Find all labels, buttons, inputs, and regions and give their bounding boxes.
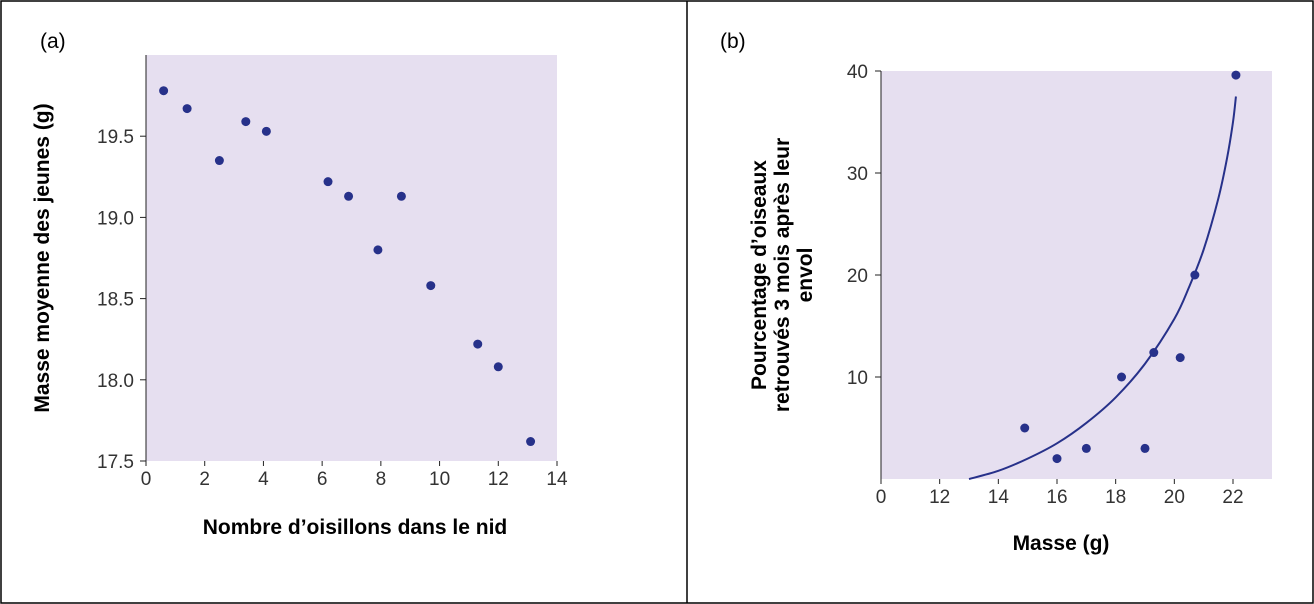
y-tick-label: 17.5	[97, 452, 134, 473]
y-tick-label: 19.0	[97, 208, 134, 229]
data-point	[1231, 70, 1241, 80]
data-point	[1020, 423, 1030, 433]
data-point	[373, 245, 383, 255]
data-point	[1081, 443, 1091, 453]
x-tick-label: 10	[429, 469, 450, 490]
x-tick-label: 14	[546, 469, 568, 490]
x-tick-label: 2	[199, 469, 210, 490]
data-point	[526, 437, 536, 447]
panel-label-b: (b)	[720, 30, 746, 53]
x-tick-label: 0	[141, 469, 152, 490]
y-ticks-a: 17.5 18.0 18.5 19.0 19.5	[97, 127, 146, 473]
x-ticks-a: 0 2 4 6 8 10 12 14	[141, 461, 568, 490]
data-point	[241, 117, 251, 127]
x-tick-label: 6	[317, 469, 328, 490]
data-point	[396, 191, 406, 201]
chart-a: (a) 0 2 4 6 8 10 12 14 17.5 18.0 18.5 19.0 19.5 Nom…	[31, 30, 568, 539]
x-tick-label: 18	[1105, 487, 1126, 508]
x-tick-label: 12	[488, 469, 509, 490]
y-tick-label: 18.5	[97, 290, 134, 311]
panel-label-a: (a)	[40, 30, 66, 53]
x-axis-title-a: Nombre d’oisillons dans le nid	[203, 516, 508, 539]
y-axis-title-b-line-2: retrouvés 3 mois après leur	[771, 138, 794, 412]
data-point	[1140, 443, 1150, 453]
y-axis-title-a: Masse moyenne des jeunes (g)	[31, 103, 54, 412]
y-tick-label: 30	[847, 164, 868, 185]
y-tick-label: 20	[847, 266, 868, 287]
y-ticks-b: 10 20 30 40	[847, 62, 881, 389]
data-point	[261, 126, 271, 136]
data-point	[493, 362, 503, 372]
x-tick-label: 22	[1222, 487, 1243, 508]
data-point	[214, 156, 224, 166]
y-tick-label: 40	[847, 62, 868, 83]
data-point	[1175, 353, 1185, 363]
y-axis-title-b-line-3: envol	[794, 248, 817, 303]
data-point	[344, 191, 354, 201]
x-tick-label: 12	[929, 487, 950, 508]
x-ticks-b: 0 12 14 16 18 20 22	[876, 479, 1244, 508]
data-point	[323, 177, 333, 187]
x-tick-label: 16	[1046, 487, 1067, 508]
x-axis-title-b: Masse (g)	[1013, 532, 1110, 555]
x-tick-label: 14	[988, 487, 1010, 508]
data-point	[1052, 454, 1062, 464]
points-a	[159, 86, 536, 447]
x-tick-label: 4	[258, 469, 269, 490]
data-point	[1190, 270, 1200, 280]
points-b	[1020, 70, 1241, 464]
data-point	[473, 339, 483, 349]
fit-curve-b	[968, 96, 1237, 480]
data-point	[426, 281, 436, 291]
y-tick-label: 18.0	[97, 371, 134, 392]
chart-b: (b) 0 12 14 16 18 20 22 10 20 30 40 Masse (g) Pou…	[720, 30, 1272, 555]
x-tick-label: 8	[376, 469, 387, 490]
data-point	[159, 86, 169, 96]
plot-area-a	[146, 55, 557, 461]
y-tick-label: 19.5	[97, 127, 134, 148]
y-tick-label: 10	[847, 368, 868, 389]
plot-area-b	[881, 71, 1272, 479]
data-point	[182, 104, 192, 114]
data-point	[1117, 372, 1127, 382]
x-tick-label: 0	[876, 487, 887, 508]
y-axis-title-b-line-1: Pourcentage d’oiseaux	[748, 160, 771, 390]
x-tick-label: 20	[1164, 487, 1185, 508]
data-point	[1149, 348, 1159, 358]
